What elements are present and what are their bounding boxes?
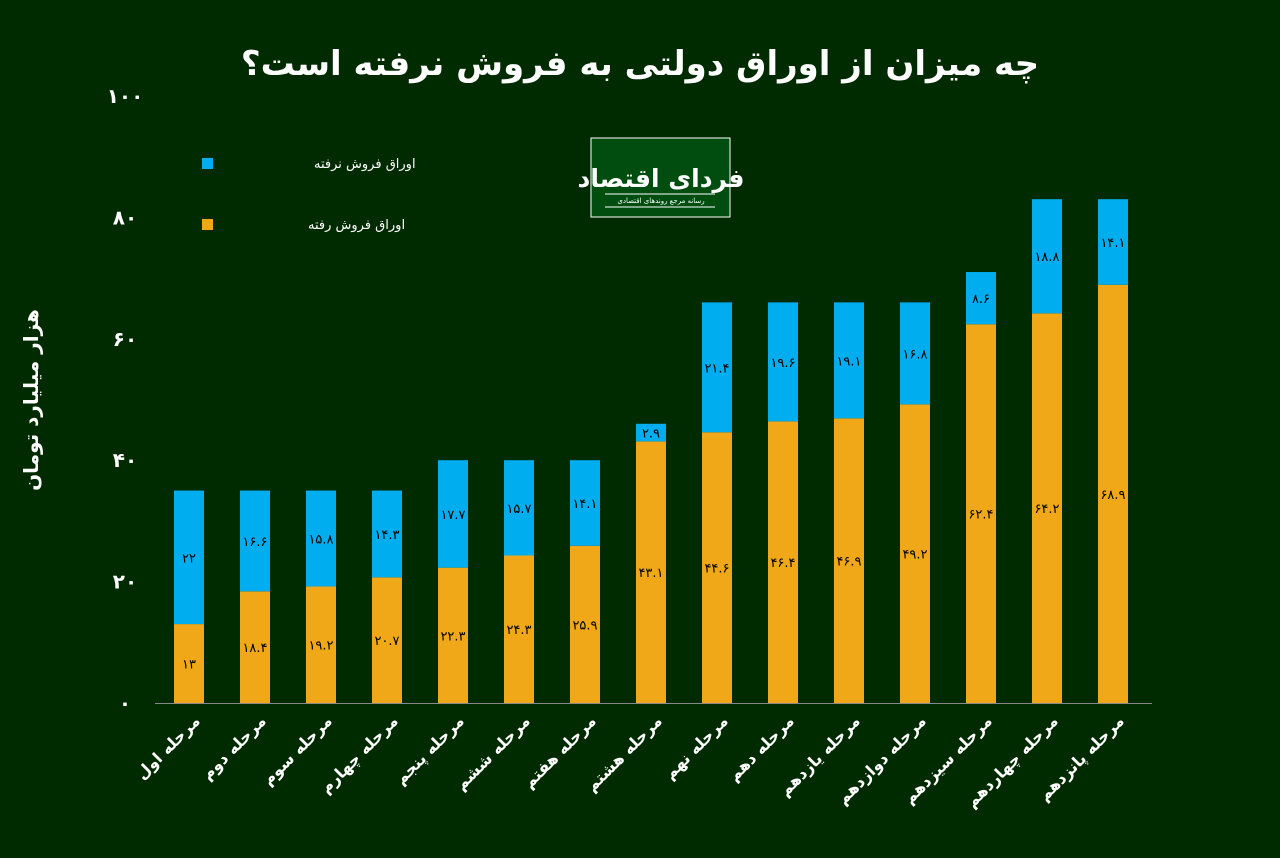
bar-segment-unsold [372,490,402,578]
bar-segment-sold [570,545,600,703]
data-label: ۴۴.۶ [704,562,729,577]
data-label: ۱۵.۷ [506,502,531,517]
bar-segment-sold [438,567,468,703]
data-label: ۱۸.۸ [1034,250,1059,265]
data-label: ۴۹.۲ [902,548,927,563]
data-label: ۱۵.۸ [308,533,333,548]
y-tick-label: ۶۰ [113,327,137,351]
data-label: ۱۴.۱ [572,497,597,512]
chart-title: چه میزان از اوراق دولتی به فروش نرفته اس… [241,44,1039,84]
data-label: ۲۲.۳ [440,629,465,644]
bar-segment-unsold [1098,199,1128,285]
bar-segment-unsold [174,490,204,625]
bar-segment-unsold [504,460,534,556]
data-label: ۶۸.۹ [1100,488,1125,503]
bar-segment-unsold [900,302,930,405]
bar-segment-unsold [306,490,336,587]
data-label: ۲۵.۹ [572,618,597,633]
bar-segment-sold [966,324,996,703]
data-label: ۱۴.۱ [1100,236,1125,251]
data-label: ۲۲ [182,551,196,566]
data-label: ۲۴.۳ [506,623,531,638]
bar-segment-sold [306,586,336,703]
y-tick-label: ۴۰ [113,448,137,472]
y-tick-label: ۰ [119,691,131,715]
data-label: ۱۸.۴ [242,641,267,656]
data-label: ۱۳ [182,658,196,673]
bar-segment-sold [174,624,204,703]
bar-segment-sold [240,591,270,703]
legend-swatch-sold [202,219,213,230]
logo-tagline: رسانه مرجع روندهای اقتصادی [617,197,704,205]
bar-segment-sold [768,421,798,703]
bar-segment-sold [702,432,732,703]
data-label: ۱۹.۶ [770,356,795,371]
bar-segment-sold [372,577,402,703]
data-label: ۴۶.۹ [836,555,861,570]
y-tick-label: ۸۰ [113,205,137,229]
data-label: ۸.۶ [972,292,990,307]
category-label: مرحله اول [132,711,204,783]
logo: فردای اقتصاد رسانه مرجع روندهای اقتصادی [578,137,745,218]
data-label: ۱۶.۶ [242,535,267,550]
category-label: مرحله دوم [198,711,270,783]
bar-segment-unsold [636,423,666,442]
data-label: ۴۶.۴ [770,556,795,571]
legend: اوراق فروش نرفته اوراق فروش رفته [202,157,416,233]
bar-segment-unsold [240,490,270,592]
data-label: ۴۳.۱ [638,566,663,581]
logo-name: فردای اقتصاد [578,164,745,194]
data-label: ۲.۹ [642,427,660,442]
bar-segment-unsold [834,302,864,419]
data-label: ۱۶.۸ [902,347,927,362]
data-label: ۱۹.۱ [836,354,861,369]
data-label: ۲۰.۷ [374,634,399,649]
bar-segment-sold [636,441,666,703]
y-tick-label: ۲۰ [113,570,137,594]
legend-label-unsold: اوراق فروش نرفته [314,157,416,172]
bar-segment-unsold [966,272,996,325]
legend-label-sold: اوراق فروش رفته [308,218,405,233]
bar-segment-unsold [702,302,732,433]
bar-segment-sold [1098,284,1128,703]
data-label: ۱۹.۲ [308,639,333,654]
data-label: ۱۷.۷ [440,508,465,523]
legend-swatch-unsold [202,158,213,169]
bar-segment-sold [1032,313,1062,703]
data-label: ۶۲.۴ [968,508,993,523]
data-label: ۲۱.۴ [704,361,729,376]
bar-segment-unsold [438,460,468,568]
data-label: ۱۴.۳ [374,528,399,543]
y-axis-label: هزار میلیارد تومان [19,309,43,491]
bar-segment-sold [900,404,930,703]
category-label: مرحله نهم [660,711,732,783]
y-tick-label: ۱۰۰ [107,84,144,108]
bar-segment-unsold [768,302,798,422]
bar-segment-unsold [1032,199,1062,314]
bar-segment-sold [504,555,534,703]
bar-segment-unsold [570,460,600,546]
data-label: ۶۴.۲ [1034,502,1059,517]
bar-segment-sold [834,418,864,703]
